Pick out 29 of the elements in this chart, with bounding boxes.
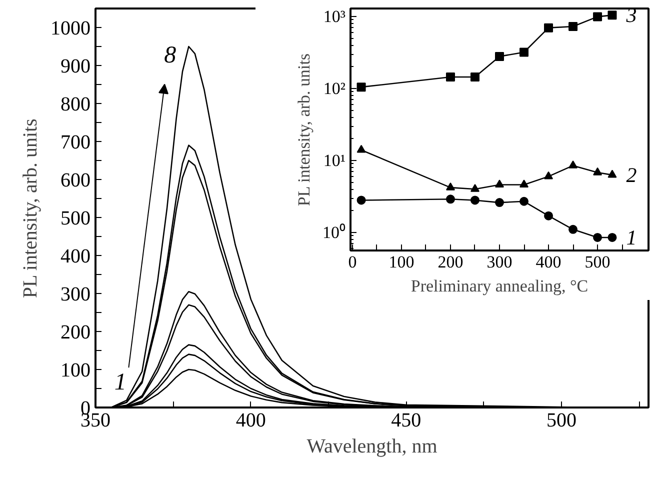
series-label: 2 — [626, 162, 638, 187]
y-tick-label: 800 — [60, 94, 90, 116]
y-tick-label: 10² — [323, 79, 346, 98]
y-axis-title: PL intensity, arb. units — [294, 53, 314, 206]
x-tick-label: 500 — [584, 252, 610, 272]
x-tick-label: 400 — [536, 252, 562, 272]
x-tick-label: 500 — [546, 410, 577, 432]
y-tick-label: 200 — [60, 322, 90, 344]
y-axis-title: PL intensity, arb. units — [20, 118, 42, 298]
y-tick-label: 10³ — [323, 7, 346, 26]
x-tick-label: 200 — [438, 252, 464, 272]
y-tick-label: 300 — [60, 284, 90, 306]
annotation: 1 — [114, 370, 126, 396]
x-tick-label: 100 — [388, 252, 414, 272]
legend-label: 1 — [626, 225, 637, 250]
x-tick-label: 450 — [391, 410, 422, 432]
x-axis-title: Wavelength, nm — [306, 436, 438, 458]
x-tick-label: 300 — [486, 252, 512, 272]
annotation: 8 — [164, 42, 176, 68]
y-tick-label: 700 — [60, 132, 90, 154]
y-tick-label: 1000 — [50, 18, 90, 40]
y-tick-label: 10⁰ — [322, 222, 346, 242]
y-tick-label: 10¹ — [323, 150, 346, 170]
y-tick-label: 100 — [60, 360, 90, 382]
y-tick-label: 600 — [60, 170, 90, 192]
x-tick-label: 400 — [236, 410, 266, 432]
x-axis-title: Preliminary annealing, °C — [410, 276, 588, 296]
y-tick-label: 900 — [60, 56, 90, 78]
y-tick-label: 500 — [60, 208, 90, 230]
